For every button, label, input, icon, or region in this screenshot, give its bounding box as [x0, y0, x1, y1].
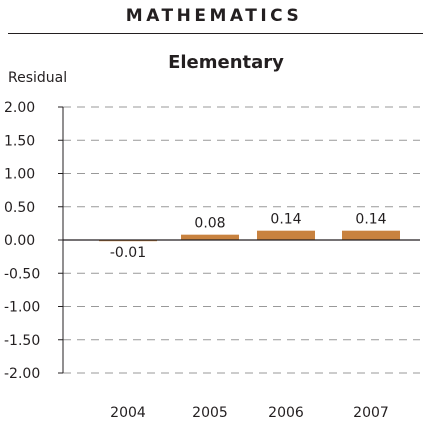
x-tick-label: 2005: [192, 405, 228, 421]
bar: [342, 230, 400, 240]
x-tick-label: 2004: [110, 405, 146, 421]
title-divider: [8, 33, 423, 34]
y-axis-label: Residual: [8, 70, 67, 86]
y-tick-label: 1.50: [4, 133, 35, 149]
x-tick-label: 2007: [353, 405, 389, 421]
bar-value-label: 0.14: [355, 212, 386, 228]
y-tick-label: -1.50: [4, 333, 40, 349]
x-tick-label: 2006: [268, 405, 304, 421]
y-tick-label: 0.50: [4, 200, 35, 216]
bar: [257, 230, 315, 240]
y-tick-label: 0.00: [4, 233, 35, 249]
bar: [99, 240, 157, 242]
y-tick-label: 1.00: [4, 167, 35, 183]
chart-title: Elementary: [168, 52, 284, 73]
y-tick-label: -0.50: [4, 266, 40, 282]
y-tick-label: -1.00: [4, 300, 40, 316]
y-tick-label: -2.00: [4, 366, 40, 382]
bar-value-label: 0.14: [270, 212, 301, 228]
bar-value-label: -0.01: [110, 245, 146, 261]
bar-value-label: 0.08: [194, 216, 225, 232]
page-title: MATHEMATICS: [125, 6, 303, 26]
bar: [181, 234, 239, 240]
y-tick-label: 2.00: [4, 100, 35, 116]
